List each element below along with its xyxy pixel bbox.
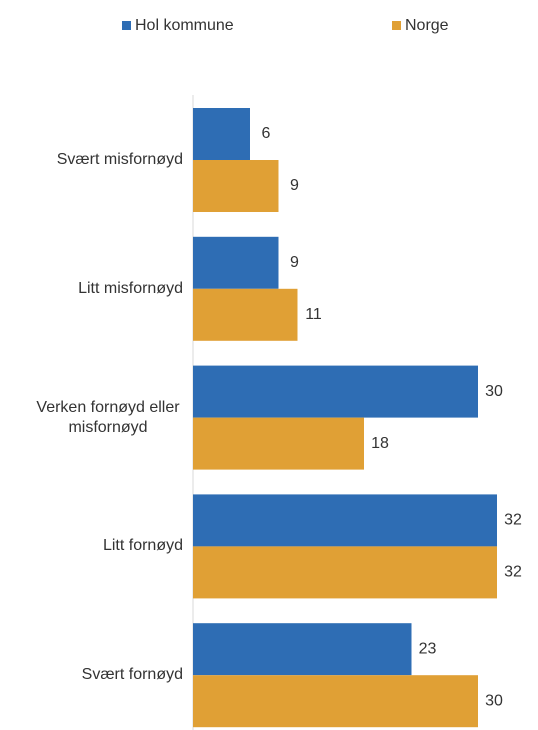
bar	[193, 623, 412, 676]
category-label: Svært fornøyd	[81, 666, 183, 684]
legend-label: Norge	[405, 17, 449, 34]
legend-swatch	[392, 21, 401, 30]
category-label: Svært misfornøyd	[56, 151, 183, 168]
legend-swatch	[122, 21, 131, 30]
value-label: 23	[419, 640, 437, 657]
bar	[193, 236, 279, 289]
bar	[193, 288, 298, 341]
value-label: 30	[485, 692, 503, 709]
value-label: 32	[504, 512, 522, 529]
value-label: 32	[504, 564, 522, 581]
value-label: 9	[290, 177, 299, 194]
category-label: Verken fornøyd eller misfornøyd	[36, 398, 180, 436]
category-label: Litt misfornøyd	[78, 279, 183, 297]
value-label: 6	[262, 125, 271, 142]
bar	[193, 365, 478, 418]
value-label: 11	[305, 306, 322, 323]
bar	[193, 546, 497, 599]
bar	[193, 160, 279, 212]
bar	[193, 675, 478, 728]
bar	[193, 494, 497, 547]
value-label: 30	[485, 383, 503, 400]
value-label: 18	[371, 435, 389, 452]
legend-label: Hol kommune	[135, 17, 234, 34]
bar	[193, 108, 250, 160]
value-label: 9	[290, 254, 299, 271]
bar	[193, 417, 364, 470]
category-label: Litt fornøyd	[102, 537, 183, 555]
